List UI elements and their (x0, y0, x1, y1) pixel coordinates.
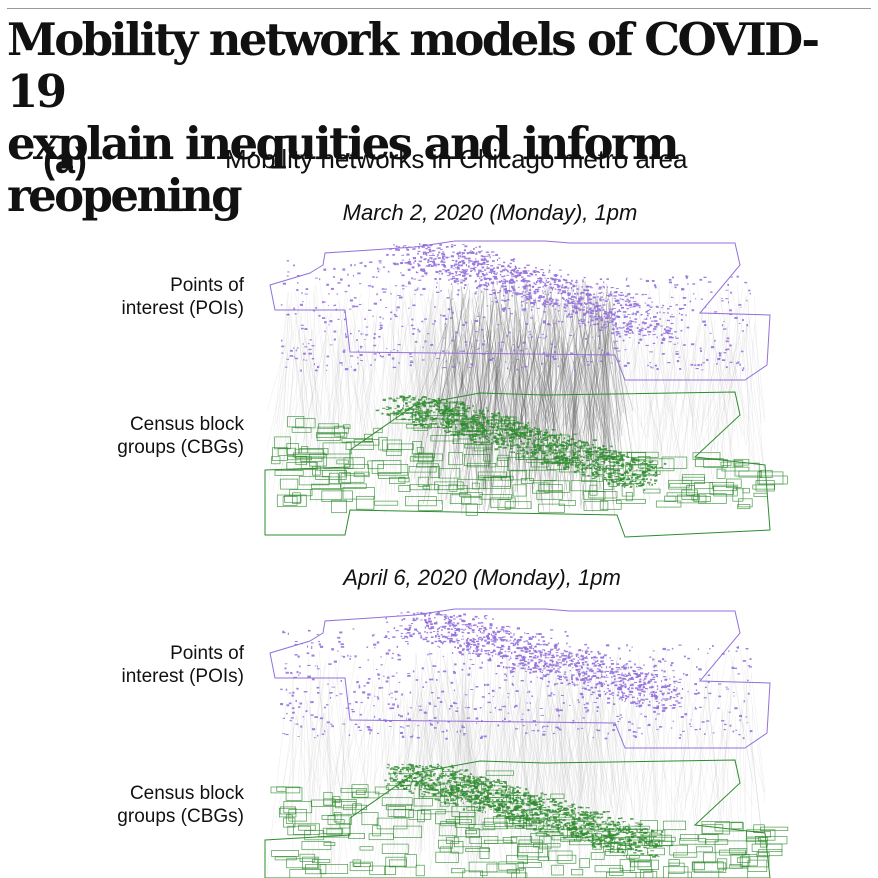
snapshot-2-poi-outline (269, 608, 771, 749)
snapshot-2-cbg-label: Census block groups (CBGs) (117, 782, 244, 828)
snapshot-1-cbg-layer (271, 395, 788, 516)
headline-line-2: explain inequities and inform reopening (7, 117, 680, 222)
snapshot-1-cbg-label: Census block groups (CBGs) (117, 413, 244, 459)
snapshot-1-poi-layer (280, 243, 751, 372)
snapshot-2-network-map (264, 608, 789, 878)
snapshot-1-cbg-outline (264, 391, 771, 538)
figure-title: Mobility networks in Chicago metro area (225, 144, 688, 174)
snapshot-2-poi-label: Points of interest (POIs) (122, 642, 244, 688)
cbg-label-line-2: groups (CBGs) (117, 437, 244, 458)
cbg-label-line-2: groups (CBGs) (117, 806, 244, 827)
poi-label-line-1: Points of (170, 275, 244, 296)
top-rule (7, 8, 871, 9)
poi-label-line-2: interest (POIs) (121, 666, 244, 687)
panel-label: (a) (43, 140, 87, 181)
poi-label-line-1: Points of (170, 643, 244, 664)
snapshot-1-poi-label: Points of interest (POIs) (122, 274, 244, 320)
cbg-label-line-1: Census block (129, 783, 244, 804)
article-headline: Mobility network models of COVID-19 expl… (7, 14, 873, 222)
snapshot-1-poi-outline (269, 240, 771, 381)
snapshot-2-subtitle: April 6, 2020 (Monday), 1pm (343, 565, 621, 590)
cbg-label-line-1: Census block (129, 414, 244, 435)
snapshot-2-cbg-outline (264, 759, 771, 878)
poi-label-line-2: interest (POIs) (121, 298, 244, 319)
snapshot-1-subtitle: March 2, 2020 (Monday), 1pm (342, 200, 638, 225)
snapshot-1-network-map (264, 240, 788, 538)
headline-line-1: Mobility network models of COVID-19 (7, 13, 820, 118)
snapshot-2-cbg-layer (270, 763, 789, 878)
snapshot-2-poi-layer (280, 611, 753, 740)
